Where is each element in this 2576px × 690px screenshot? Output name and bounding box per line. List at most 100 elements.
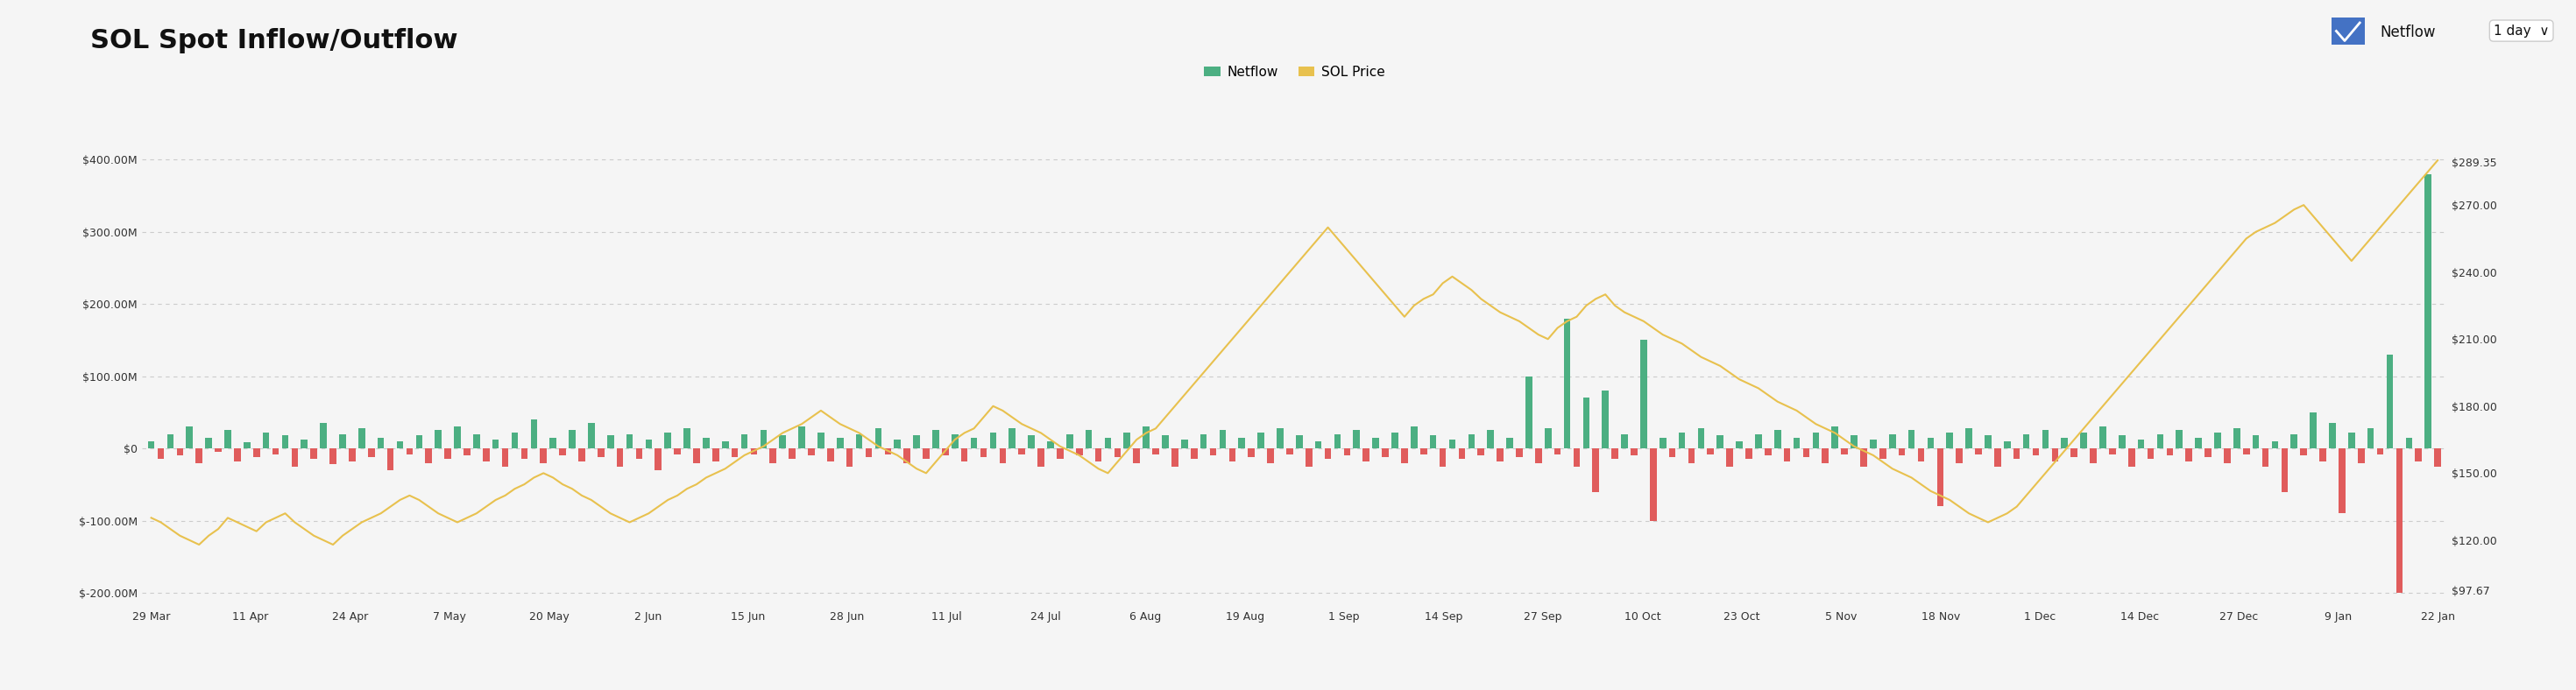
Bar (1582, 398, 1589, 449)
Bar (2300, 449, 2308, 455)
Bar (2367, 428, 2375, 449)
Bar (1247, 449, 1255, 457)
Bar (245, 442, 250, 449)
Bar (1754, 434, 1762, 449)
Bar (2396, 449, 2403, 593)
Bar (817, 433, 824, 449)
Bar (587, 423, 595, 449)
Bar (2004, 441, 2009, 449)
Bar (1285, 449, 1293, 454)
Bar (502, 449, 507, 466)
Bar (291, 449, 299, 466)
Bar (214, 449, 222, 452)
Bar (1507, 437, 1512, 449)
Bar (1486, 431, 1494, 449)
Bar (541, 449, 546, 463)
Bar (1363, 449, 1370, 462)
Bar (1860, 449, 1868, 466)
Bar (1631, 449, 1638, 455)
Bar (2378, 449, 2383, 454)
Bar (1010, 428, 1015, 449)
Bar (2329, 423, 2336, 449)
Bar (598, 449, 605, 457)
Bar (1497, 449, 1504, 462)
Bar (1535, 449, 1540, 463)
Bar (312, 449, 317, 460)
Bar (1708, 449, 1713, 454)
Bar (1793, 437, 1801, 449)
Bar (435, 431, 440, 449)
Bar (654, 449, 662, 470)
Bar (2014, 449, 2020, 460)
Legend: Netflow, SOL Price: Netflow, SOL Price (1198, 60, 1391, 84)
Bar (1909, 431, 1914, 449)
Bar (1803, 449, 1808, 457)
Bar (2043, 431, 2048, 449)
Bar (1257, 433, 1265, 449)
Bar (665, 433, 672, 449)
Bar (1038, 449, 1043, 466)
Bar (626, 434, 634, 449)
Bar (1028, 435, 1036, 449)
Bar (675, 449, 680, 454)
Bar (2148, 449, 2154, 460)
Bar (464, 449, 471, 455)
Bar (693, 449, 701, 463)
Bar (281, 435, 289, 449)
Bar (636, 449, 641, 460)
Bar (1687, 449, 1695, 463)
Bar (185, 426, 193, 449)
Bar (1430, 435, 1437, 449)
Bar (1373, 437, 1378, 449)
Bar (263, 433, 270, 449)
Bar (1066, 434, 1074, 449)
Bar (1296, 435, 1303, 449)
Bar (474, 434, 479, 449)
Bar (904, 449, 909, 463)
Bar (2071, 449, 2076, 457)
Bar (2184, 449, 2192, 462)
Bar (1726, 449, 1734, 466)
Bar (2434, 449, 2442, 466)
Bar (2339, 449, 2344, 513)
Bar (837, 437, 842, 449)
Bar (1546, 428, 1551, 449)
Bar (2272, 441, 2277, 449)
Bar (2089, 449, 2097, 463)
Bar (358, 428, 366, 449)
Bar (922, 449, 930, 460)
Bar (971, 437, 976, 449)
Bar (1105, 437, 1110, 449)
Bar (1937, 449, 1942, 506)
Bar (1613, 449, 1618, 460)
Bar (1553, 449, 1561, 454)
Bar (2311, 413, 2316, 449)
Bar (981, 449, 987, 457)
Bar (2357, 449, 2365, 463)
Bar (647, 440, 652, 449)
Bar (1620, 434, 1628, 449)
Bar (531, 420, 538, 449)
Bar (2128, 449, 2136, 466)
Bar (167, 434, 173, 449)
Bar (1574, 449, 1579, 466)
Bar (252, 449, 260, 457)
Bar (1162, 435, 1170, 449)
Bar (2156, 434, 2164, 449)
Bar (2290, 434, 2298, 449)
Bar (513, 433, 518, 449)
Bar (2205, 449, 2210, 457)
Bar (425, 449, 433, 463)
Bar (348, 449, 355, 462)
Bar (1458, 449, 1466, 460)
Bar (1218, 431, 1226, 449)
Bar (1965, 428, 1973, 449)
Bar (147, 441, 155, 449)
Bar (580, 449, 585, 462)
Bar (319, 423, 327, 449)
Bar (714, 449, 719, 462)
Bar (2349, 433, 2354, 449)
Bar (1832, 426, 1839, 449)
Bar (943, 449, 948, 455)
Bar (2215, 433, 2221, 449)
